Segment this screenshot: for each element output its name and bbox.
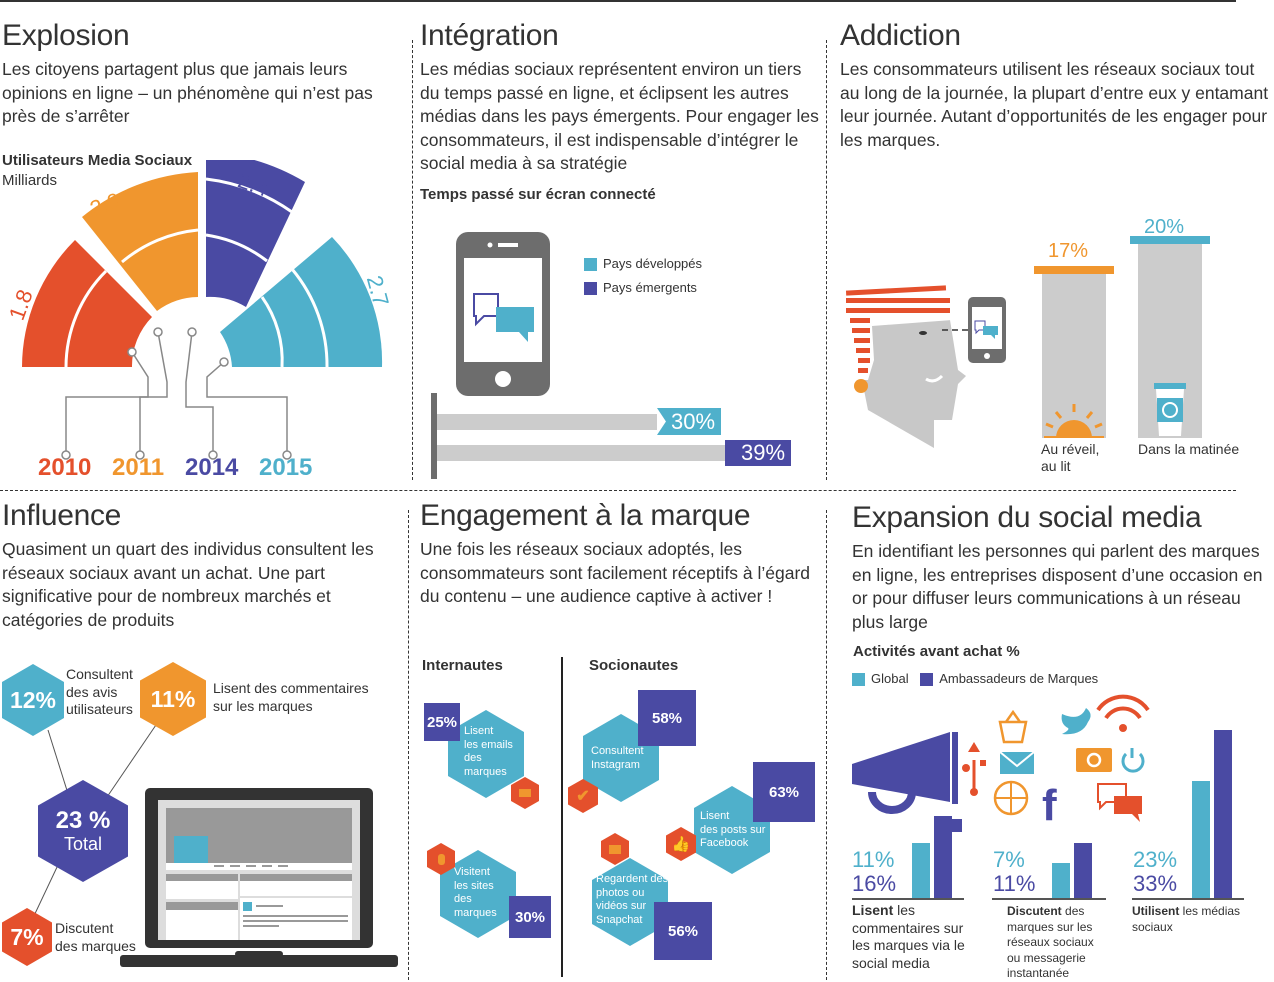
value-facebook: 63% [753,762,815,822]
panel-body: Quasiment un quart des individus consult… [2,539,374,630]
bar-use-amb [1214,730,1232,898]
laptop-icon [120,788,398,967]
coffee-cup-icon [1154,383,1186,436]
bar-morning-label: Dans la matinée [1138,441,1240,457]
panel-integration: Intégration Les médias sociaux représent… [420,18,820,176]
users-semicircle-chart [22,160,383,460]
panel-body: En identifiant les personnes qui parlent… [852,541,1263,632]
bar-cap-morning [1130,236,1210,244]
bar-read-global [912,843,930,898]
hex-total: 23 % Total [38,780,128,882]
panel-influence: Influence Quasiment un quart des individ… [2,498,402,632]
bar-read-amb [934,816,952,898]
hex-discuss-label: Discutent des marques [55,920,136,954]
panel-body: Les citoyens partagent plus que jamais l… [2,59,373,126]
panel-body: Une fois les réseaux sociaux adoptés, le… [420,539,811,606]
email-icon [511,777,539,809]
thumbs-up-icon: 👍 [666,827,696,861]
check-icon: ✔ [568,779,598,813]
values-discuss: 7% 11% [993,847,1036,896]
divider [826,510,827,980]
bar-discuss-amb [1074,843,1092,898]
label-read: Lisent les commentaires sur les marques … [852,902,965,971]
year-2010: 2010 [38,454,92,481]
panel-explosion: Explosion Les citoyens partagent plus qu… [2,18,402,129]
bar-morning-value: 20% [1144,216,1185,238]
panel-title: Explosion [2,19,130,52]
legend-swatch [584,282,597,296]
sleeping-man-icon [845,282,970,448]
social-icons-megaphone: f [852,694,1150,832]
label-use: Utilisent les médias sociaux [1132,904,1241,934]
bar-cap-wake [1034,266,1114,274]
panel-title: Expansion du social media [852,501,1202,534]
value-instagram: 58% [638,690,696,746]
top-rule [0,0,1236,2]
smartphone-icon [968,297,1006,363]
label-facebook: Lisent des posts sur Facebook [700,810,766,849]
chart-title: Activités avant achat % [853,643,1020,660]
legend: Global Ambassadeurs de Marques [852,671,1098,687]
panel-addiction: Addiction Les consommateurs utilisent le… [840,18,1274,152]
panel-body: Les consommateurs utilisent les réseaux … [840,59,1269,150]
values-read: 11% 16% [852,847,897,896]
chart-title: Utilisateurs Media Sociaux [2,152,193,169]
legend-developed: Pays développés [584,256,702,272]
column-divider [561,657,563,977]
panel-title: Influence [2,499,122,532]
bar-developed-value: 30% [657,408,721,435]
label-snapchat: Regardent des photos ou vidéos sur Snapchat [596,873,669,926]
bar-discuss-global [1052,863,1070,898]
sunrise-icon [1044,404,1104,438]
baseline [852,898,964,900]
panel-engagement: Engagement à la marque Une fois les rése… [420,498,820,609]
hex-reviews-label: Consultent des avis utilisateurs [66,666,133,717]
baseline [1132,898,1244,900]
bar-wake-value: 17% [1048,240,1089,262]
panel-title: Engagement à la marque [420,499,751,532]
divider [412,40,413,480]
panel-body: Les médias sociaux représentent environ … [420,59,819,173]
hex-emails [448,710,524,798]
column-socionautes: Socionautes [589,657,679,674]
camera-icon [601,833,629,865]
panel-title: Intégration [420,19,559,52]
baseline [992,898,1106,900]
value-websites: 30% [509,896,551,938]
divider [0,490,1236,491]
label-emails: Lisent les emails des marques [464,725,513,778]
column-internautes: Internautes [422,657,503,674]
bar-emerging-value: 39% [725,440,791,466]
values-use: 23% 33% [1133,847,1178,896]
hex-comments-label: Lisent des commentaires sur les marques [213,680,369,714]
panel-title: Addiction [840,19,961,52]
bar-use-global [1192,781,1210,898]
year-2014: 2014 [185,454,239,481]
bar-emerging [437,445,725,461]
legend-emerging: Pays émergents [584,280,697,296]
divider [826,40,827,480]
axis-bar [431,393,437,479]
year-2011: 2011 [112,454,165,481]
bar-wake-label: Au réveil, au lit [1041,441,1100,474]
year-2015: 2015 [259,454,313,481]
legend-swatch [920,673,934,687]
legend-swatch [584,258,597,272]
value-emails: 25% [424,703,460,741]
label-websites: Visitent les sites des marques [454,866,497,919]
legend-swatch [852,673,865,687]
connector-lines [31,721,159,921]
label-discuss: Discutent des marques sur les réseaux so… [1007,904,1094,980]
panel-expansion: Expansion du social media En identifiant… [852,500,1272,634]
value-snapchat: 56% [654,902,712,960]
chart-title: Temps passé sur écran connecté [420,186,656,203]
label-instagram: Consultent Instagram [591,745,644,771]
svg-text:f: f [1042,781,1057,830]
chart-unit: Milliards [2,172,58,189]
smartphone-icon [456,232,550,396]
hex-discuss: 7% [2,908,52,966]
bar-developed [437,414,657,430]
divider [408,510,409,980]
